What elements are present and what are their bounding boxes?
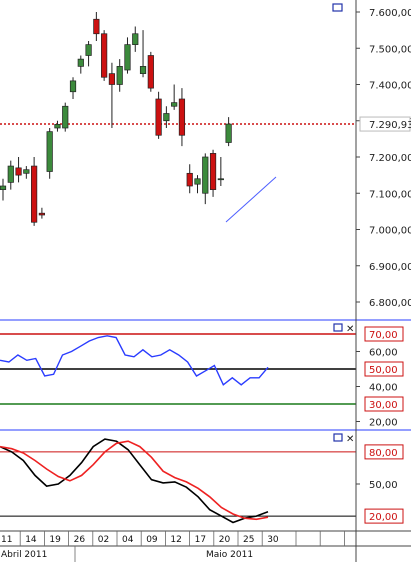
candle	[101, 33, 108, 78]
x-tick-label: 02	[98, 535, 109, 545]
stoch-level-badge	[364, 444, 404, 460]
month-label: Maio 2011	[206, 550, 253, 560]
price-tick-label: 7.200,00	[369, 153, 411, 164]
candle	[31, 165, 38, 223]
stoch-level-badge	[364, 508, 404, 524]
rsi-level-badge-label: 50,00	[369, 365, 398, 376]
candle	[116, 66, 123, 85]
price-panel	[0, 0, 356, 319]
candle	[85, 44, 92, 56]
x-tick-label: 12	[170, 535, 181, 545]
last-price-label: 7.290,93	[369, 120, 411, 131]
x-tick-label: 04	[122, 535, 134, 545]
stoch-tick-label: 50,00	[369, 480, 398, 491]
candle	[62, 105, 69, 129]
stoch-d-line	[0, 440, 269, 521]
stoch-level-badge-label: 20,00	[369, 512, 398, 523]
x-tick-label: 26	[74, 535, 86, 545]
candle	[171, 102, 178, 107]
candle	[23, 169, 30, 174]
stoch-level-badge-label: 80,00	[369, 448, 398, 459]
candle	[54, 124, 61, 129]
rsi-level-badge	[364, 361, 404, 377]
last-price-box	[359, 116, 411, 132]
candle	[225, 123, 232, 143]
rsi-level-badge	[364, 396, 404, 412]
candle	[178, 98, 186, 136]
candle	[217, 178, 224, 181]
x-tick-label: 30	[267, 535, 279, 545]
x-tick-label: 25	[243, 535, 254, 545]
maximize-icon[interactable]	[333, 433, 343, 442]
candle	[93, 18, 100, 35]
rsi-level-badge	[364, 326, 404, 342]
rsi-level-badge-label: 30,00	[369, 400, 398, 411]
candle	[209, 153, 217, 190]
candle	[147, 55, 154, 89]
candle	[186, 172, 193, 187]
candle	[163, 113, 170, 122]
month-label: Abril 2011	[1, 550, 47, 560]
candle	[139, 66, 147, 74]
candle	[69, 80, 77, 93]
price-tick-label: 7.100,00	[369, 189, 411, 200]
maximize-icon[interactable]	[332, 3, 343, 12]
candle	[38, 212, 46, 216]
maximize-icon[interactable]	[333, 323, 343, 332]
x-tick-label: 20	[219, 535, 231, 545]
candle	[46, 131, 53, 172]
stoch-k-line	[0, 438, 269, 524]
candle	[155, 98, 162, 136]
candle	[132, 33, 139, 45]
x-tick-label: 17	[195, 535, 206, 545]
candle	[108, 73, 116, 85]
candle	[77, 58, 84, 67]
x-tick-label: 09	[146, 535, 158, 545]
candle	[7, 165, 14, 183]
close-icon[interactable]: ✕	[346, 434, 354, 445]
price-tick-label: 7.500,00	[369, 44, 411, 55]
rsi-line	[0, 335, 269, 386]
price-tick-label: 7.600,00	[369, 8, 411, 19]
x-tick-label: 19	[49, 535, 61, 545]
close-icon[interactable]: ✕	[346, 324, 354, 335]
candle	[0, 185, 7, 190]
rsi-tick-label: 60,00	[369, 348, 398, 359]
candle	[124, 44, 131, 71]
price-tick-label: 7.400,00	[369, 81, 411, 92]
rsi-tick-label: 20,00	[369, 418, 398, 429]
price-tick-label: 6.800,00	[369, 298, 411, 309]
trendline	[225, 176, 277, 223]
candle	[194, 178, 201, 185]
rsi-level-badge-label: 70,00	[369, 330, 398, 341]
candle	[202, 156, 209, 194]
price-tick-label: 7.000,00	[369, 226, 411, 237]
x-tick-label: 14	[25, 535, 37, 545]
price-tick-label: 6.900,00	[369, 262, 411, 273]
candle	[15, 167, 22, 176]
rsi-tick-label: 40,00	[369, 383, 398, 394]
x-tick-label: 11	[1, 535, 12, 545]
